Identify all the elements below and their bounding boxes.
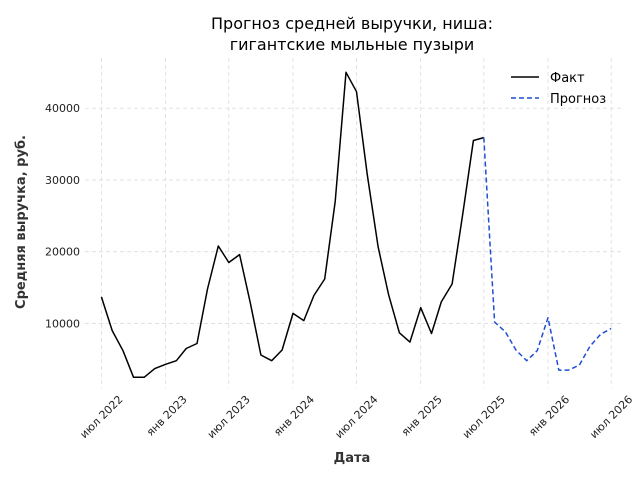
legend-label-forecast: Прогноз bbox=[550, 92, 606, 107]
series-line-fact bbox=[100, 71, 485, 378]
x-tick-label: июл 2024 bbox=[333, 393, 381, 441]
y-axis-ticks: 10000 20000 30000 40000 bbox=[45, 102, 80, 330]
legend-label-fact: Факт bbox=[550, 71, 585, 86]
x-axis-label: Дата bbox=[334, 451, 371, 466]
x-tick-label: июл 2022 bbox=[77, 393, 125, 441]
y-tick-label: 20000 bbox=[45, 246, 80, 259]
x-tick-label: янв 2023 bbox=[144, 393, 190, 439]
y-tick-label: 30000 bbox=[45, 174, 80, 187]
x-tick-label: июл 2025 bbox=[460, 393, 508, 441]
y-tick-label: 10000 bbox=[45, 317, 80, 330]
y-axis-label: Средняя выручка, руб. bbox=[14, 135, 29, 309]
x-tick-label: июл 2023 bbox=[205, 393, 253, 441]
chart-title-line-1: Прогноз средней выручки, ниша: bbox=[211, 14, 493, 33]
x-tick-label: янв 2026 bbox=[526, 393, 572, 439]
plot-area bbox=[100, 71, 612, 378]
legend: Факт Прогноз bbox=[511, 71, 606, 107]
x-tick-label: янв 2025 bbox=[399, 393, 445, 439]
series-line-forecast bbox=[483, 137, 612, 371]
grid bbox=[85, 58, 622, 388]
x-axis-ticks: июл 2022 янв 2023 июл 2023 янв 2024 июл 2024… bbox=[77, 393, 635, 441]
x-tick-label: янв 2024 bbox=[271, 393, 317, 439]
y-tick-label: 40000 bbox=[45, 102, 80, 115]
chart-title-line-2: гигантские мыльные пузыри bbox=[230, 35, 475, 54]
x-tick-label: июл 2026 bbox=[587, 393, 635, 441]
